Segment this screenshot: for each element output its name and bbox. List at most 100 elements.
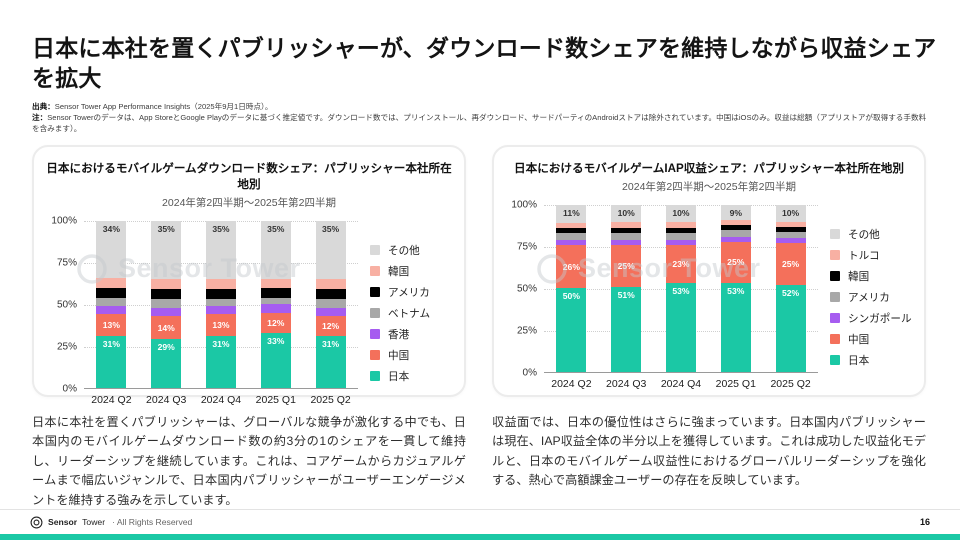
bar-segment-label: 10%	[781, 207, 800, 218]
bar-segment: 50%	[556, 288, 587, 372]
y-axis-tick: 100%	[511, 199, 537, 211]
bar-segment	[151, 289, 182, 300]
stacked-bar: 33% 12% 35%	[260, 220, 291, 388]
legend-label: アメリカ	[388, 286, 430, 299]
bar-segment: 26%	[556, 244, 587, 289]
legend-color-chip	[370, 266, 380, 277]
commentary-row: 日本に本社を置くパブリッシャーは、グローバルな競争が激化する中でも、日本国内のモ…	[32, 413, 928, 511]
bar-segment	[260, 304, 291, 313]
bar-segment	[556, 239, 587, 245]
bar-segment-label: 25%	[617, 260, 635, 271]
chart-area: 0% 25% 50% 75% 100% 50% 26% 11% 51% 25% 10% 53% 23%…	[504, 199, 914, 390]
bar-segment	[665, 233, 696, 240]
chart-cards-row: 日本におけるモバイルゲームダウンロード数シェア：パブリッシャー本社所在地別 20…	[32, 144, 928, 406]
download-commentary: 日本に本社を置くパブリッシャーは、グローバルな競争が激化する中でも、日本国内のモ…	[32, 414, 466, 507]
bar-segment: 35%	[151, 220, 182, 280]
bar-segment	[205, 305, 236, 315]
bar-segment-label: 35%	[157, 223, 175, 234]
download-share-chart-card: 日本におけるモバイルゲームダウンロード数シェア：パブリッシャー本社所在地別 20…	[32, 144, 466, 406]
bar-segment	[611, 228, 642, 234]
bar-segment: 33%	[260, 332, 291, 388]
bar-segment	[96, 287, 127, 298]
chart-legend: その他韓国アメリカベトナム香港中国日本	[358, 221, 454, 406]
x-axis: 2024 Q2 2024 Q3 2024 Q4 2025 Q1 2025 Q2	[84, 394, 358, 406]
y-axis: 0% 25% 50% 75% 100%	[504, 199, 544, 378]
legend-item: シンガポール	[830, 311, 914, 326]
bar-segment-label: 26%	[562, 261, 580, 272]
legend-item: トルコ	[830, 248, 914, 263]
bar-segment	[315, 307, 346, 316]
revenue-commentary: 収益面では、日本の優位性はさらに強まっています。日本国内パブリッシャーは現在、I…	[492, 414, 926, 488]
bar-segment	[720, 219, 751, 225]
x-axis-label: 2024 Q2	[91, 393, 132, 406]
bar-segment	[260, 279, 291, 288]
bar-segment: 13%	[96, 314, 127, 337]
source-line: 出典：Sensor Tower App Performance Insights…	[32, 101, 932, 112]
legend-color-chip	[830, 355, 840, 366]
y-axis-tick: 50%	[56, 299, 77, 311]
bar-segment	[260, 287, 291, 298]
legend-label: アメリカ	[848, 291, 890, 304]
legend-item: ベトナム	[370, 306, 454, 321]
legend-color-chip	[370, 308, 380, 319]
x-axis-label: 2024 Q4	[660, 377, 702, 390]
legend-label: 中国	[388, 349, 410, 362]
legend-label: 日本	[388, 370, 410, 383]
bar-segment-label: 9%	[729, 207, 742, 218]
legend-item: 日本	[370, 369, 454, 384]
bar-segment-label: 23%	[672, 259, 690, 270]
bar-segment	[611, 233, 642, 240]
legend-item: 香港	[370, 327, 454, 342]
bar-segment	[611, 221, 642, 229]
legend-item: その他	[370, 243, 454, 258]
stacked-bar: 31% 13% 34%	[96, 220, 127, 388]
x-axis-label: 2024 Q4	[200, 393, 242, 406]
bar-segment-label: 33%	[267, 335, 285, 346]
bar-segment: 10%	[775, 204, 806, 222]
bar-segment	[665, 228, 696, 234]
stacked-bar: 51% 25% 10%	[611, 204, 642, 372]
legend-color-chip	[370, 245, 380, 256]
legend-color-chip	[830, 313, 840, 324]
bar-segment: 53%	[720, 283, 751, 372]
x-axis-label: 2025 Q1	[255, 393, 296, 406]
source-text: Sensor Tower App Performance Insights（20…	[54, 101, 273, 111]
legend-color-chip	[370, 287, 380, 298]
bar-segment	[205, 289, 236, 300]
bar-segment-label: 10%	[672, 207, 690, 218]
x-axis-label: 2024 Q3	[146, 393, 187, 406]
chart-title: 日本におけるモバイルゲームIAP収益シェア：パブリッシャー本社所在地別	[514, 161, 904, 175]
bar-segment: 53%	[665, 283, 696, 372]
y-axis-tick: 75%	[56, 257, 77, 269]
bar-segment	[775, 238, 806, 244]
note-text: Sensor Towerのデータは、App StoreとGoogle Playの…	[32, 112, 927, 133]
legend-item: 韓国	[370, 264, 454, 279]
bar-segment-label: 31%	[212, 339, 230, 350]
legend-item: アメリカ	[370, 285, 454, 300]
y-axis: 0% 25% 50% 75% 100%	[44, 215, 84, 394]
x-axis-label: 2025 Q2	[310, 393, 351, 406]
bar-segment-label: 25%	[781, 259, 800, 270]
bar-segment: 11%	[556, 204, 587, 224]
legend-label: ベトナム	[388, 307, 431, 320]
bar-segment	[775, 231, 806, 239]
bar-segment-label: 11%	[563, 207, 580, 218]
bar-segment	[556, 223, 587, 229]
legend-color-chip	[830, 334, 840, 345]
bar-segment	[151, 307, 182, 316]
stacked-bar: 53% 25% 9%	[720, 204, 751, 372]
bar-segment	[775, 226, 806, 232]
legend-label: その他	[848, 228, 880, 241]
legend-item: 中国	[370, 348, 454, 363]
legend-label: トルコ	[848, 249, 880, 262]
stacked-bar: 50% 26% 11%	[556, 204, 587, 372]
legend-color-chip	[370, 329, 380, 340]
bar-segment: 13%	[205, 314, 236, 337]
bar-segment-label: 53%	[672, 286, 690, 297]
stacked-bar: 31% 12% 35%	[315, 220, 346, 388]
bar-segment: 12%	[315, 315, 346, 337]
bar-segment-label: 35%	[267, 223, 285, 234]
bar-segment	[205, 299, 236, 306]
bar-segment-label: 52%	[781, 287, 800, 298]
chart-area: 0% 25% 50% 75% 100% 31% 13% 34% 29% 14% 35% 31% 13%…	[44, 215, 454, 406]
